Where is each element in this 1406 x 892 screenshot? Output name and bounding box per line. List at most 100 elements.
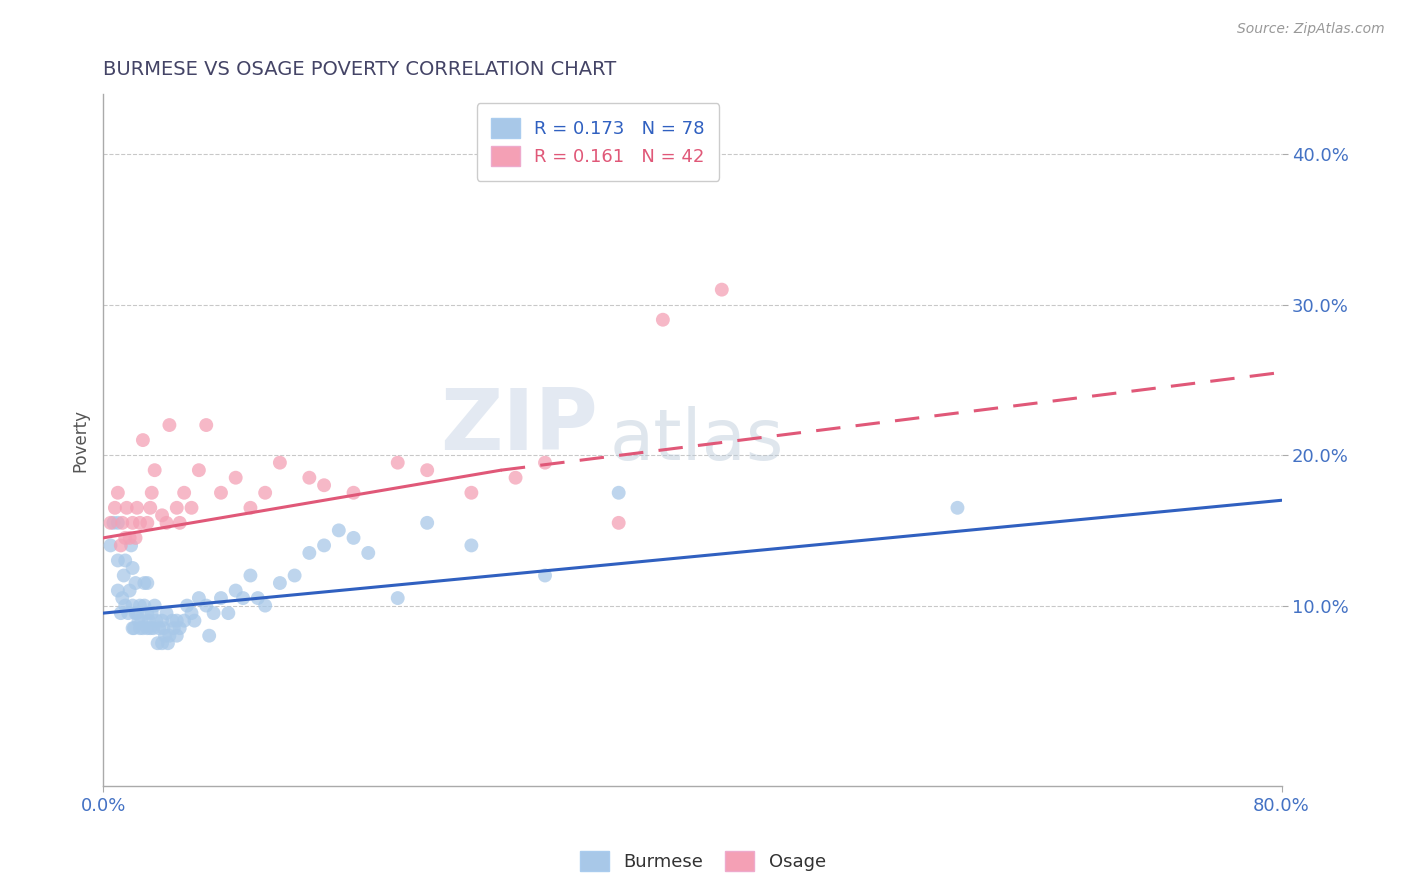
Point xyxy=(131,614,153,628)
Point xyxy=(651,312,673,326)
Point xyxy=(173,485,195,500)
Point xyxy=(328,524,350,538)
Point xyxy=(139,621,162,635)
Point xyxy=(136,621,159,635)
Point xyxy=(357,546,380,560)
Point xyxy=(129,516,152,530)
Point xyxy=(232,591,254,605)
Y-axis label: Poverty: Poverty xyxy=(72,409,89,472)
Point xyxy=(125,500,148,515)
Point xyxy=(534,568,557,582)
Point xyxy=(124,531,146,545)
Point xyxy=(946,500,969,515)
Point xyxy=(141,485,163,500)
Point xyxy=(157,418,180,433)
Point xyxy=(100,538,122,552)
Point xyxy=(121,516,143,530)
Point xyxy=(146,636,169,650)
Point xyxy=(120,538,142,552)
Point xyxy=(132,621,155,635)
Point xyxy=(157,629,180,643)
Point xyxy=(114,553,136,567)
Point xyxy=(387,456,409,470)
Point xyxy=(156,636,179,650)
Point xyxy=(122,621,145,635)
Point xyxy=(145,614,167,628)
Point xyxy=(505,471,527,485)
Point xyxy=(125,606,148,620)
Point xyxy=(180,606,202,620)
Point xyxy=(195,599,218,613)
Point xyxy=(111,591,134,605)
Point xyxy=(155,606,177,620)
Point xyxy=(107,553,129,567)
Point xyxy=(180,500,202,515)
Legend: R = 0.173   N = 78, R = 0.161   N = 42: R = 0.173 N = 78, R = 0.161 N = 42 xyxy=(477,103,720,181)
Point xyxy=(136,576,159,591)
Point xyxy=(195,418,218,433)
Point xyxy=(117,606,139,620)
Point xyxy=(162,614,184,628)
Text: ZIP: ZIP xyxy=(440,384,598,467)
Point xyxy=(176,599,198,613)
Point xyxy=(155,516,177,530)
Point xyxy=(342,485,364,500)
Point xyxy=(150,636,173,650)
Point xyxy=(217,606,239,620)
Point xyxy=(121,599,143,613)
Point xyxy=(312,538,335,552)
Point xyxy=(607,485,630,500)
Point xyxy=(239,500,262,515)
Point xyxy=(298,546,321,560)
Point xyxy=(607,516,630,530)
Point xyxy=(225,471,247,485)
Point xyxy=(166,614,188,628)
Point xyxy=(107,516,129,530)
Point xyxy=(143,463,166,477)
Point xyxy=(710,283,733,297)
Point xyxy=(166,500,188,515)
Point xyxy=(416,463,439,477)
Point xyxy=(150,508,173,523)
Point xyxy=(534,456,557,470)
Point xyxy=(112,568,135,582)
Point xyxy=(118,531,141,545)
Point xyxy=(183,614,205,628)
Legend: Burmese, Osage: Burmese, Osage xyxy=(574,844,832,879)
Point xyxy=(312,478,335,492)
Point xyxy=(136,516,159,530)
Text: atlas: atlas xyxy=(610,406,785,475)
Point xyxy=(152,621,174,635)
Point xyxy=(114,531,136,545)
Point xyxy=(118,583,141,598)
Point xyxy=(139,500,162,515)
Point xyxy=(114,599,136,613)
Point xyxy=(111,516,134,530)
Point xyxy=(169,516,191,530)
Point xyxy=(121,561,143,575)
Point xyxy=(173,614,195,628)
Point xyxy=(198,629,221,643)
Point xyxy=(136,606,159,620)
Point xyxy=(246,591,269,605)
Point xyxy=(142,621,165,635)
Point xyxy=(134,599,156,613)
Point xyxy=(104,500,127,515)
Point xyxy=(134,576,156,591)
Point xyxy=(110,606,132,620)
Point xyxy=(100,516,122,530)
Point xyxy=(115,500,138,515)
Point xyxy=(298,471,321,485)
Point xyxy=(269,576,291,591)
Point xyxy=(169,621,191,635)
Point xyxy=(166,629,188,643)
Point xyxy=(129,599,152,613)
Point xyxy=(129,621,152,635)
Point xyxy=(460,485,482,500)
Point xyxy=(202,606,225,620)
Point xyxy=(150,614,173,628)
Point xyxy=(225,583,247,598)
Point xyxy=(132,433,155,447)
Point xyxy=(124,576,146,591)
Point xyxy=(254,599,277,613)
